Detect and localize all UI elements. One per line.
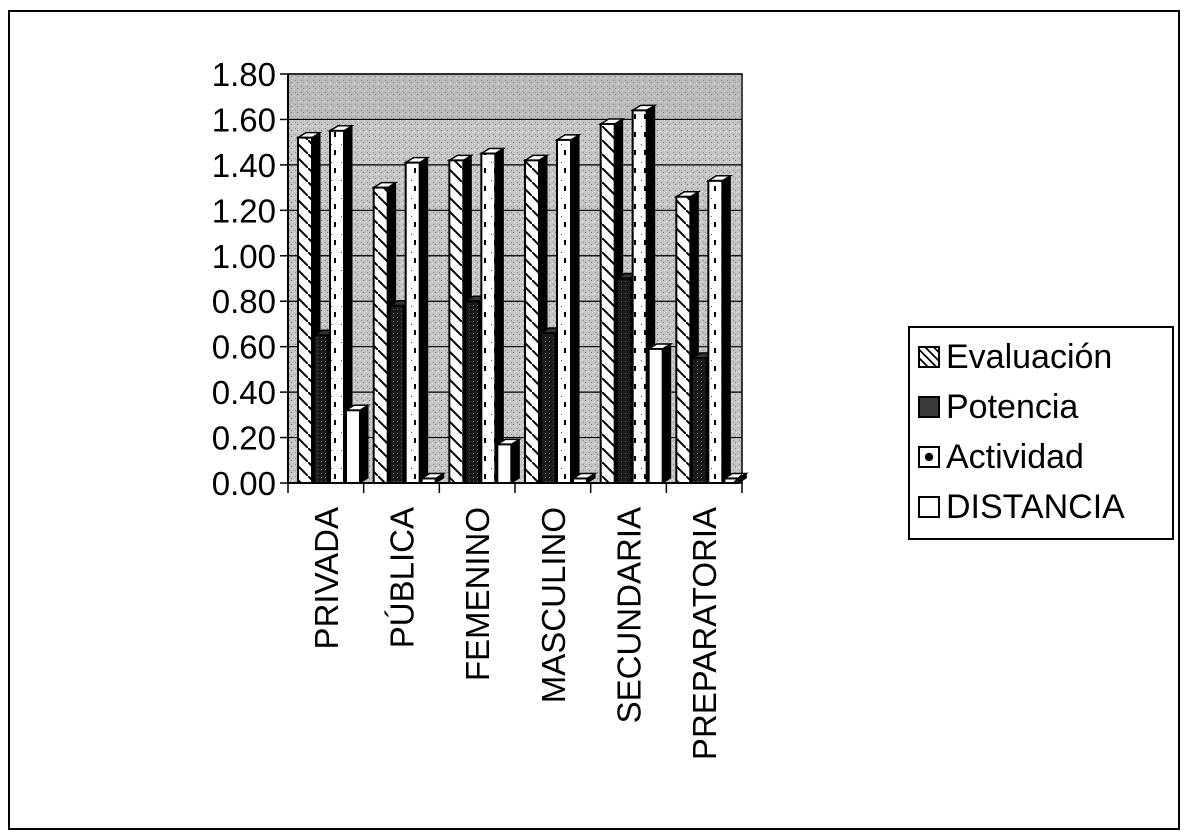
legend-item-actividad: Actividad — [918, 432, 1172, 482]
legend-swatch-evaluacion — [918, 346, 940, 368]
chart-legend: Evaluación Potencia Actividad DISTANCIA — [908, 326, 1174, 540]
legend-label-potencia: Potencia — [946, 388, 1079, 426]
bar-side — [570, 133, 580, 484]
bar-side — [510, 438, 520, 484]
bar — [388, 304, 405, 484]
y-tick-label: 1.20 — [212, 192, 276, 229]
bar — [372, 186, 389, 484]
legend-label-distancia: DISTANCIA — [946, 488, 1125, 526]
y-tick-label: 0.80 — [212, 283, 276, 320]
bar — [675, 195, 692, 484]
x-tick-label: PÚBLICA — [384, 507, 421, 648]
bar-side — [662, 343, 672, 484]
y-tick-label: 0.20 — [212, 420, 276, 457]
y-tick-label: 1.80 — [212, 56, 276, 93]
legend-item-evaluacion: Evaluación — [918, 332, 1172, 382]
y-tick-label: 1.00 — [212, 238, 276, 275]
bar — [540, 332, 556, 484]
bar — [448, 159, 465, 484]
x-tick-label: SECUNDARIA — [611, 507, 648, 723]
legend-swatch-potencia — [918, 396, 940, 418]
bar-side — [721, 174, 731, 484]
bar — [297, 136, 313, 484]
x-axis-depth — [733, 474, 743, 484]
bar — [615, 277, 632, 484]
bar — [631, 109, 648, 484]
y-tick-label: 0.40 — [212, 374, 276, 411]
plot-top-band — [288, 74, 742, 120]
bar — [313, 334, 329, 484]
legend-swatch-actividad — [918, 446, 940, 468]
bar — [556, 138, 572, 484]
bar — [524, 159, 540, 484]
bar — [404, 161, 421, 484]
legend-item-distancia: DISTANCIA — [918, 482, 1172, 532]
legend-label-evaluacion: Evaluación — [946, 338, 1113, 376]
bar — [647, 347, 664, 485]
bar — [707, 179, 724, 485]
y-tick-label: 1.40 — [212, 147, 276, 184]
legend-swatch-distancia — [918, 496, 940, 518]
legend-label-actividad: Actividad — [946, 438, 1084, 476]
bar — [480, 152, 497, 484]
y-tick-label: 0.00 — [212, 465, 276, 502]
y-tick-label: 0.60 — [212, 329, 276, 366]
bar-side — [359, 404, 369, 484]
legend-item-potencia: Potencia — [918, 382, 1172, 432]
bar — [496, 443, 513, 484]
bar — [599, 122, 616, 484]
bar — [464, 300, 481, 484]
y-tick-label: 1.60 — [212, 101, 276, 138]
bar — [345, 409, 361, 484]
x-tick-label: FEMENINO — [459, 507, 496, 681]
bar-side — [494, 147, 504, 484]
x-tick-label: PREPARATORIA — [686, 507, 723, 760]
x-tick-label: MASCULINO — [535, 507, 572, 703]
bar-side — [419, 156, 429, 484]
bar — [691, 357, 708, 484]
bar — [329, 129, 345, 485]
x-tick-label: PRIVADA — [308, 507, 345, 649]
